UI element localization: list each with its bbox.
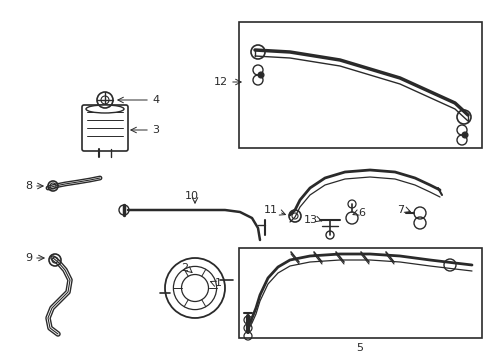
Circle shape — [258, 72, 264, 78]
Text: 6: 6 — [357, 208, 364, 218]
Text: 10: 10 — [184, 191, 199, 201]
Text: 5: 5 — [356, 343, 363, 353]
Text: 12: 12 — [213, 77, 227, 87]
Circle shape — [461, 132, 467, 138]
Text: 7: 7 — [396, 205, 403, 215]
Text: 2: 2 — [181, 263, 187, 273]
Bar — [239, 22, 481, 148]
Text: 8: 8 — [25, 181, 32, 191]
Text: 1: 1 — [215, 278, 222, 288]
Text: 11: 11 — [264, 205, 278, 215]
Text: 13: 13 — [304, 215, 317, 225]
Text: 3: 3 — [152, 125, 159, 135]
Text: 4: 4 — [152, 95, 159, 105]
FancyBboxPatch shape — [82, 105, 128, 151]
Ellipse shape — [86, 105, 124, 113]
Bar — [239, 248, 481, 338]
Text: 9: 9 — [25, 253, 32, 263]
